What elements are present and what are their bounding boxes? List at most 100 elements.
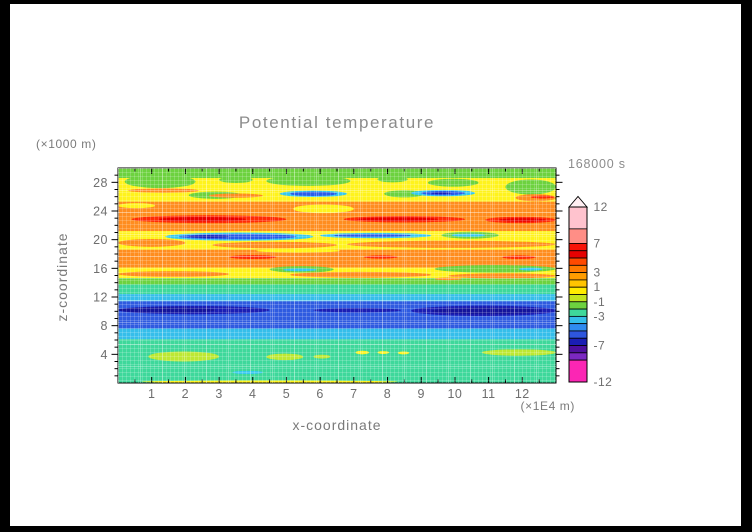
plot-feature — [377, 176, 408, 183]
plot-feature — [451, 233, 486, 237]
plot-band — [118, 278, 556, 285]
x-tick-label: 6 — [316, 387, 323, 401]
plot-feature — [124, 175, 196, 189]
colorbar-segment — [568, 345, 588, 354]
plot-feature — [293, 204, 354, 214]
colorbar-tick-label: 3 — [594, 266, 601, 280]
y-tick-label: 8 — [101, 319, 108, 333]
plot-feature — [256, 248, 341, 253]
x-axis-unit-label: (×1E4 m) — [520, 399, 575, 413]
plot-feature — [357, 217, 439, 222]
colorbar-tick-label: 12 — [594, 200, 608, 214]
x-tick-label: 5 — [283, 387, 290, 401]
plot-feature — [481, 349, 556, 356]
plot-feature — [289, 271, 432, 278]
plot-feature — [208, 193, 263, 198]
x-tick-label: 11 — [482, 387, 496, 401]
y-tick-label: 28 — [93, 176, 108, 190]
plot-band — [118, 284, 556, 295]
plot-feature — [266, 175, 351, 186]
y-tick-label: 20 — [93, 233, 108, 247]
plot-band — [118, 328, 556, 340]
colorbar-segment — [568, 301, 588, 310]
colorbar-segment — [568, 264, 588, 274]
y-tick-label: 24 — [93, 205, 108, 219]
colorbar-segment — [568, 294, 588, 303]
plot-band — [118, 294, 556, 302]
x-tick-label: 12 — [515, 387, 530, 401]
y-tick-label: 4 — [101, 348, 108, 362]
plot-feature — [502, 255, 536, 260]
x-tick-label: 8 — [384, 387, 391, 401]
plot-feature — [377, 351, 390, 354]
colorbar-segment — [568, 359, 588, 383]
colorbar-segment — [568, 206, 588, 230]
plot-feature — [229, 255, 277, 260]
plot-feature — [289, 191, 337, 196]
plot-feature — [355, 350, 370, 355]
plot-feature — [431, 307, 543, 315]
plot-feature — [427, 178, 479, 187]
plot-band — [118, 168, 556, 179]
plot-feature — [118, 238, 186, 247]
x-tick-label: 7 — [350, 387, 357, 401]
x-tick-label: 1 — [148, 387, 155, 401]
plot-feature — [128, 188, 199, 193]
colorbar-segment — [568, 286, 588, 295]
colorbar-segment — [568, 352, 588, 361]
plot-feature — [148, 351, 220, 362]
plot-feature — [283, 268, 317, 272]
plot-feature — [505, 179, 556, 195]
plot-feature — [431, 192, 452, 195]
plot-feature — [266, 353, 304, 361]
colorbar-outline — [568, 206, 588, 383]
y-axis-unit-label: (×1000 m) — [36, 137, 97, 151]
y-tick-label: 16 — [93, 262, 108, 276]
y-tick-label: 12 — [93, 291, 108, 305]
plot-feature — [434, 277, 462, 281]
x-tick-label: 9 — [418, 387, 425, 401]
colorbar-tick-label: -12 — [594, 375, 613, 389]
plot-feature — [118, 271, 230, 277]
plot-feature — [397, 351, 410, 355]
plot-feature — [434, 265, 556, 273]
plot-feature — [219, 176, 253, 184]
plot-feature — [518, 267, 543, 271]
x-tick-label: 10 — [447, 387, 462, 401]
colorbar-segment — [568, 250, 588, 259]
colorbar-segment — [568, 323, 588, 332]
colorbar-segment — [568, 330, 588, 339]
plot-feature — [118, 203, 156, 209]
plot-feature — [347, 240, 556, 248]
colorbar-segment — [568, 243, 588, 252]
colorbar-tick-label: -3 — [594, 309, 606, 323]
colorbar-segment — [568, 308, 588, 317]
colorbar-segment — [568, 337, 588, 346]
plot-feature — [333, 233, 412, 238]
colorbar-tick-label: -7 — [594, 339, 606, 353]
chart-title: Potential temperature — [238, 113, 436, 132]
colorbar-arrow-cap — [568, 195, 588, 208]
colorbar-tick-label: -1 — [594, 295, 606, 309]
plot-feature — [498, 218, 546, 222]
colorbar-segment — [568, 315, 588, 325]
plot-feature — [118, 307, 216, 313]
colorbar-segment — [568, 279, 588, 288]
plot-feature — [212, 241, 337, 249]
time-stamp-label: 168000 s — [568, 157, 626, 171]
plot-feature — [313, 308, 402, 313]
colorbar-segment — [568, 257, 588, 266]
colorbar-tick-label: 7 — [594, 236, 601, 250]
x-tick-label: 3 — [215, 387, 222, 401]
plot-band — [118, 249, 556, 268]
colorbar-segment — [568, 228, 588, 244]
plot-feature — [530, 195, 555, 199]
x-tick-label: 2 — [182, 387, 189, 401]
plot-feature — [232, 370, 263, 375]
colorbar-tick-label: 1 — [594, 280, 601, 294]
x-tick-label: 4 — [249, 387, 256, 401]
plot-feature — [448, 273, 556, 279]
x-axis-title: x-coordinate — [292, 417, 382, 433]
